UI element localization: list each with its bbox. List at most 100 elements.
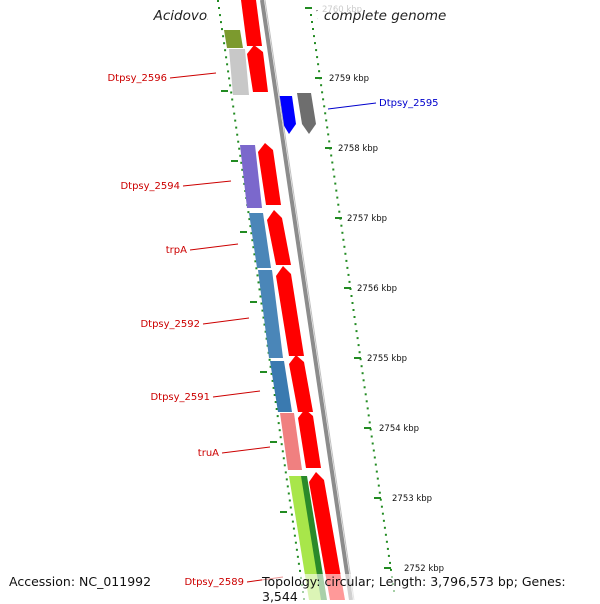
gene-label-trpa: trpA xyxy=(166,245,187,256)
tick-dot xyxy=(359,358,362,361)
tick-dot xyxy=(316,56,319,59)
tick-dot xyxy=(385,540,388,543)
leader-line xyxy=(327,102,377,110)
tick-dot xyxy=(372,449,375,452)
tick-dot xyxy=(373,456,376,459)
tick-dot xyxy=(387,554,390,557)
tick-dot xyxy=(242,175,245,178)
tick-dot xyxy=(217,0,219,2)
tick-dot xyxy=(340,224,343,227)
forward-cds-track xyxy=(241,0,345,600)
tick-dot xyxy=(235,126,238,129)
tick-dot xyxy=(240,161,243,164)
gene-labels: Dtpsy_2596 Dtpsy_2595 Dtpsy_2594 trpA Dt… xyxy=(107,73,438,588)
cog-block-blue-trpa xyxy=(249,213,271,268)
tick-dot xyxy=(384,533,387,536)
tick-dot xyxy=(314,42,316,45)
tick-dot xyxy=(254,260,257,263)
tick-dot xyxy=(223,42,226,45)
tick-dot xyxy=(379,498,382,501)
tick-dot xyxy=(250,232,253,235)
leader-line xyxy=(221,446,271,454)
tick-dot xyxy=(239,154,242,157)
tick-dot xyxy=(363,386,366,389)
tick-dot xyxy=(389,561,391,564)
tick-dot xyxy=(360,365,363,368)
tick-dot xyxy=(342,238,345,241)
tick-dot xyxy=(331,161,334,164)
tick-dot xyxy=(256,274,259,277)
tick-dot xyxy=(289,506,292,509)
kbp-label: 2754 kbp xyxy=(379,424,419,434)
cds-arrow xyxy=(258,143,281,205)
tick-dot xyxy=(279,436,282,439)
tick-dot xyxy=(324,112,327,115)
cog-block-purple xyxy=(240,145,262,208)
tick-dot xyxy=(292,527,295,530)
tick-dot xyxy=(299,569,301,572)
tick-dot xyxy=(320,84,323,87)
tick-dot xyxy=(361,372,364,375)
kbp-label: 2752 kbp xyxy=(404,564,444,574)
tick-dot xyxy=(243,182,246,185)
tick-dot xyxy=(344,252,347,255)
tick-dot xyxy=(322,98,325,101)
kbp-label: 2753 kbp xyxy=(392,494,432,504)
leader-line xyxy=(202,317,250,325)
tick-dot xyxy=(229,84,232,87)
tick-dot xyxy=(326,126,329,129)
tick-dot xyxy=(270,372,273,375)
kbp-label: 2757 kbp xyxy=(347,214,387,224)
tick-dot xyxy=(277,422,280,425)
tick-dot xyxy=(261,309,264,312)
tick-dot xyxy=(327,133,330,136)
tick-dot xyxy=(283,464,286,467)
tick-dot xyxy=(386,547,389,550)
tick-dot xyxy=(313,35,315,38)
tick-dot xyxy=(284,471,287,474)
cog-block-olive xyxy=(224,30,243,48)
tick-dot xyxy=(337,203,340,206)
tick-dot xyxy=(234,119,237,122)
kbp-label: 2756 kbp xyxy=(357,284,397,294)
tick-dot xyxy=(296,555,299,558)
kbp-label: 2755 kbp xyxy=(367,354,407,364)
gene-label-dtpsy-2595: Dtpsy_2595 xyxy=(379,98,439,109)
cds-arrow-grey xyxy=(297,93,316,134)
backbone-line xyxy=(260,0,353,600)
cds-arrow xyxy=(241,0,262,46)
gene-label-dtpsy-2591: Dtpsy_2591 xyxy=(150,392,210,403)
tick-dot xyxy=(366,407,369,410)
tick-dot xyxy=(294,541,297,544)
tick-dot xyxy=(219,14,221,17)
cog-block-blue-2591 xyxy=(270,361,292,412)
cds-arrow xyxy=(309,472,345,600)
tick-dot xyxy=(236,133,239,136)
kbp-ruler: 2760 kbp 2759 kbp 2758 kbp 2757 kbp 2756… xyxy=(305,5,444,574)
tick-dot xyxy=(334,182,337,185)
cds-arrow-blue xyxy=(279,96,296,134)
tick-dot xyxy=(260,302,263,305)
tick-dot xyxy=(280,443,283,446)
tick-dot xyxy=(262,316,265,319)
tick-dot xyxy=(369,428,372,431)
tick-dot xyxy=(338,210,341,213)
kbp-label: 2759 kbp xyxy=(329,74,369,84)
tick-dot xyxy=(238,147,241,150)
tick-dot xyxy=(371,442,374,445)
topology-label: Topology: circular; Length: 3,796,573 bp… xyxy=(262,574,600,604)
tick-dot xyxy=(311,21,313,23)
tick-dot xyxy=(330,154,333,157)
tick-dot xyxy=(290,513,293,516)
tick-dot xyxy=(376,477,379,480)
tick-dot xyxy=(295,548,298,551)
tick-dot xyxy=(273,394,276,396)
reverse-cds-track xyxy=(279,93,316,134)
tick-dot xyxy=(257,281,260,284)
kbp-label: 2758 kbp xyxy=(338,144,378,154)
tick-dot xyxy=(350,295,353,297)
tick-dot xyxy=(375,470,378,473)
tick-dot xyxy=(276,415,279,418)
tick-dot xyxy=(297,562,300,565)
tick-dot xyxy=(321,91,324,94)
